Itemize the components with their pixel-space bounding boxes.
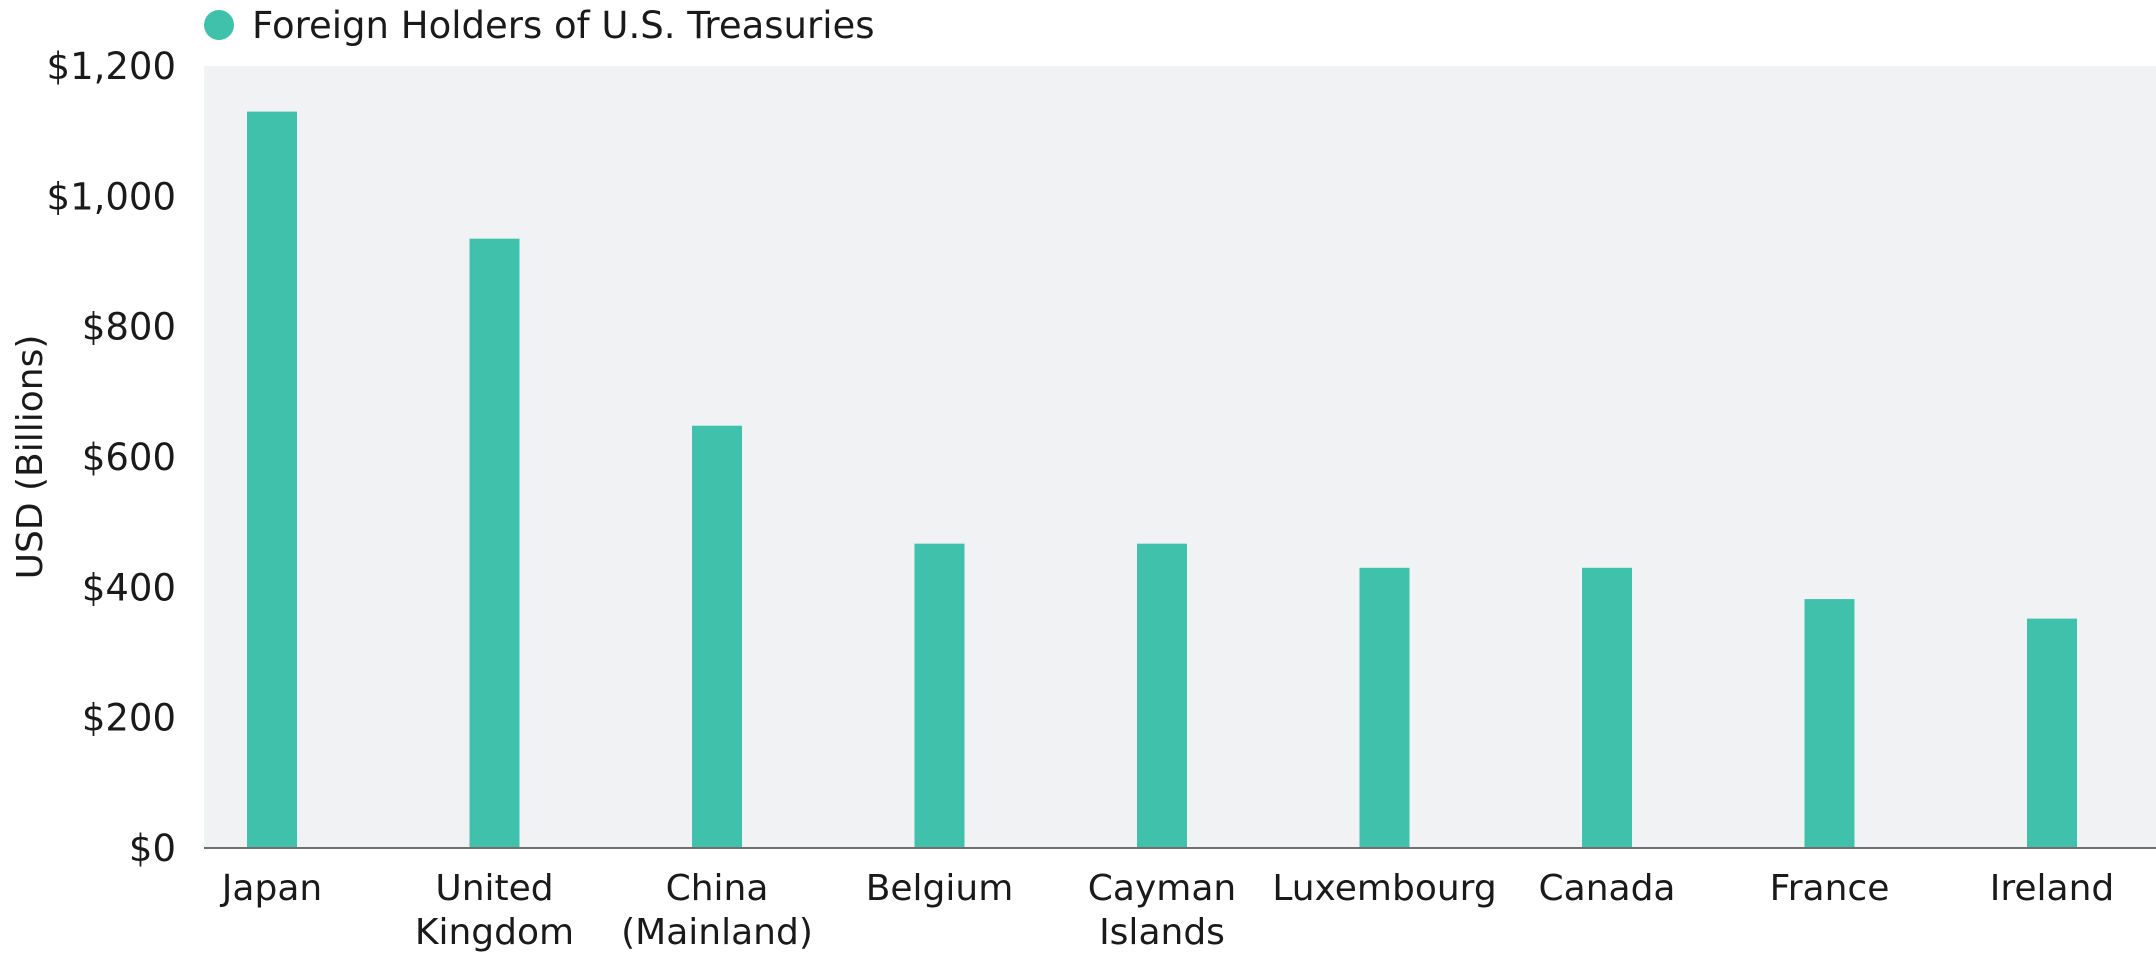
bar — [914, 543, 965, 848]
x-tick-label: Ireland — [1990, 868, 2115, 909]
x-tick-label-line: Japan — [220, 868, 322, 909]
x-tick-label: United Kingdom — [415, 868, 574, 953]
y-axis-label: USD (Billions) — [10, 335, 51, 580]
bars-group — [247, 111, 2077, 849]
x-tick-label-line: Islands — [1099, 912, 1225, 953]
x-tick-label-line: Luxembourg — [1272, 868, 1496, 909]
y-tick-label: $800 — [82, 306, 176, 349]
bar — [1582, 567, 1632, 848]
y-tick-label: $600 — [82, 436, 176, 479]
bar — [469, 238, 520, 849]
x-tick-label-line: Ireland — [1990, 868, 2115, 909]
bar — [1359, 567, 1410, 848]
bar — [2027, 618, 2077, 848]
bar — [692, 425, 742, 848]
y-tick-label: $400 — [82, 566, 176, 609]
x-tick-label-line: Belgium — [866, 868, 1014, 909]
x-tick-label-line: United — [435, 868, 553, 909]
legend-marker-icon — [204, 10, 234, 40]
legend: Foreign Holders of U.S. Treasuries — [204, 4, 875, 47]
x-tick-label: Luxembourg — [1272, 868, 1496, 909]
x-tick-label-line: China — [666, 868, 769, 909]
x-tick-label-line: Kingdom — [415, 912, 574, 953]
x-tick-label-line: (Mainland) — [621, 912, 813, 953]
x-tick-label: Belgium — [866, 868, 1014, 909]
bar — [1137, 543, 1187, 848]
x-tick-label-line: France — [1770, 868, 1890, 909]
x-tick-label-line: Canada — [1539, 868, 1676, 909]
bar — [1804, 599, 1855, 848]
x-tick-label-line: Cayman — [1088, 868, 1236, 909]
x-tick-label: Canada — [1539, 868, 1676, 909]
x-tick-label: Japan — [220, 868, 322, 909]
x-tick-label: China (Mainland) — [621, 868, 813, 953]
bar — [247, 111, 297, 848]
y-tick-label: $1,000 — [47, 175, 176, 218]
x-tick-label: Cayman Islands — [1088, 868, 1236, 953]
legend-label: Foreign Holders of U.S. Treasuries — [252, 4, 875, 47]
x-tick-label: France — [1770, 868, 1890, 909]
x-tick-labels: Japan United Kingdom China (Mainland) Belgium… — [220, 868, 2114, 953]
y-tick-label: $0 — [129, 827, 176, 870]
y-tick-labels: $0 $200 $400 $600 $800 $1,000 $1,200 — [47, 45, 176, 870]
y-tick-label: $1,200 — [47, 45, 176, 88]
y-tick-label: $200 — [82, 697, 176, 740]
